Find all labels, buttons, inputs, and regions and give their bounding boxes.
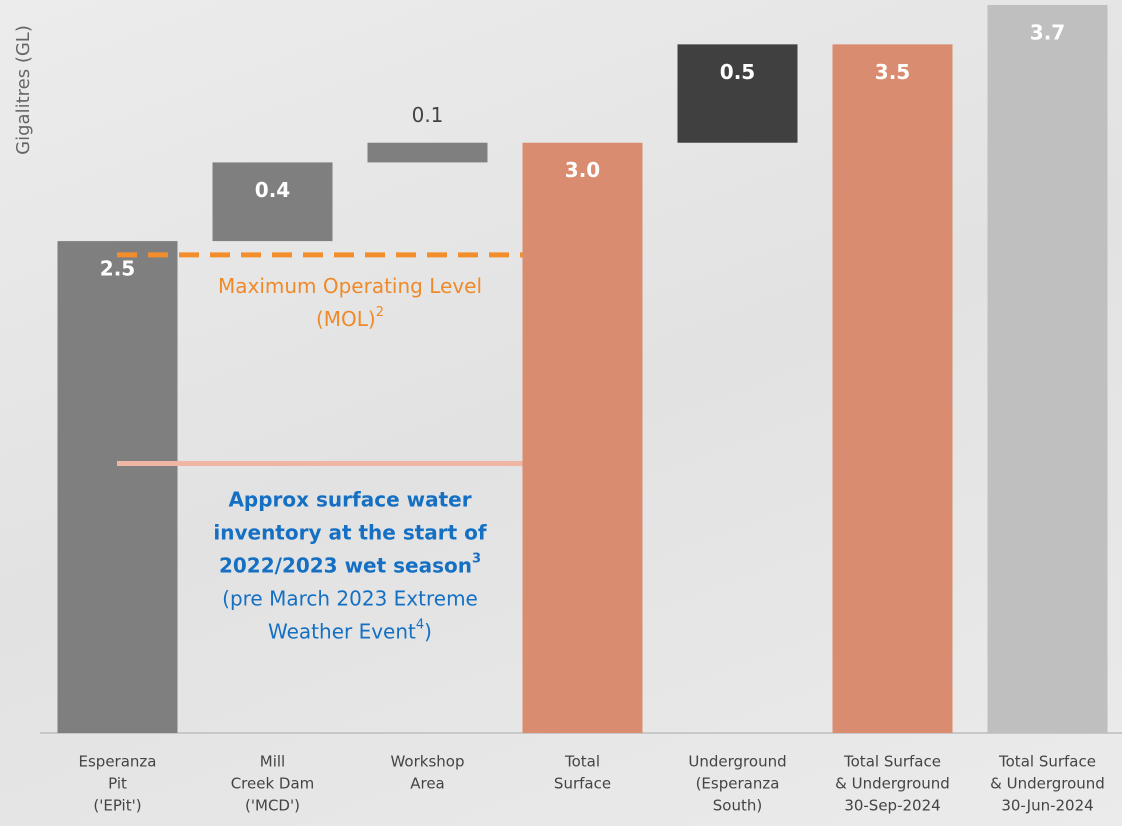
label-segment: 2022/2023 wet season — [219, 553, 472, 577]
chart: Gigalitres (GL) 2.5 Esperanza Pit ('EPit') M… — [0, 0, 1122, 826]
reference-label: (MOL)2 — [316, 305, 384, 331]
x-tick-label: & Underground — [835, 775, 950, 793]
bar — [833, 44, 953, 733]
bar — [523, 143, 643, 733]
bar — [58, 241, 178, 733]
label-segment: Maximum Operating Level — [218, 273, 482, 297]
reference-label: inventory at the start of — [213, 520, 487, 544]
x-tick-label: ('MCD') — [245, 797, 300, 815]
label-segment: Weather Event — [268, 619, 416, 643]
reference-label: Approx surface water — [228, 487, 471, 511]
x-tick-label: (Esperanza — [696, 775, 780, 793]
x-tick-label: Area — [410, 775, 445, 793]
x-tick-label: Surface — [554, 775, 611, 793]
x-tick-label: South) — [713, 797, 762, 815]
label-segment: ) — [424, 619, 432, 643]
reference-label: 2022/2023 wet season3 — [219, 551, 481, 577]
reference-label: Weather Event4) — [268, 617, 432, 643]
label-segment: inventory at the start of — [213, 520, 487, 544]
x-tick-label: Esperanza — [79, 753, 157, 771]
label-segment: (MOL) — [316, 306, 376, 330]
value-label: 0.1 — [412, 103, 444, 127]
x-tick-label: 30-Jun-2024 — [1001, 797, 1093, 815]
label-segment: Approx surface water — [228, 487, 471, 511]
label-segment: 3 — [472, 551, 481, 566]
value-label: 2.5 — [100, 257, 135, 281]
x-tick-label: Total Surface — [843, 753, 941, 771]
x-tick-label: Creek Dam — [231, 775, 315, 793]
x-tick-label: Workshop — [390, 753, 464, 771]
value-label: 0.5 — [720, 60, 755, 84]
reference-label: Maximum Operating Level — [218, 273, 482, 297]
value-label: 3.5 — [875, 60, 910, 84]
bar — [368, 143, 488, 163]
x-tick-label: ('EPit') — [93, 797, 141, 815]
label-segment: 2 — [376, 305, 384, 320]
x-tick-label: Pit — [108, 775, 127, 793]
x-tick-label: Total — [564, 753, 600, 771]
label-segment: 4 — [416, 617, 424, 632]
y-axis-label: Gigalitres (GL) — [13, 25, 34, 155]
x-tick-label: Underground — [688, 753, 786, 771]
value-label: 3.0 — [565, 158, 600, 182]
x-tick-label: 30-Sep-2024 — [844, 797, 940, 815]
x-tick-label: Mill — [260, 753, 285, 771]
x-tick-label: & Underground — [990, 775, 1105, 793]
x-tick-label: Total Surface — [998, 753, 1096, 771]
value-label: 0.4 — [255, 178, 290, 202]
reference-label: (pre March 2023 Extreme — [222, 586, 478, 610]
label-segment: (pre March 2023 Extreme — [222, 586, 478, 610]
bar — [988, 5, 1108, 733]
value-label: 3.7 — [1030, 21, 1065, 45]
